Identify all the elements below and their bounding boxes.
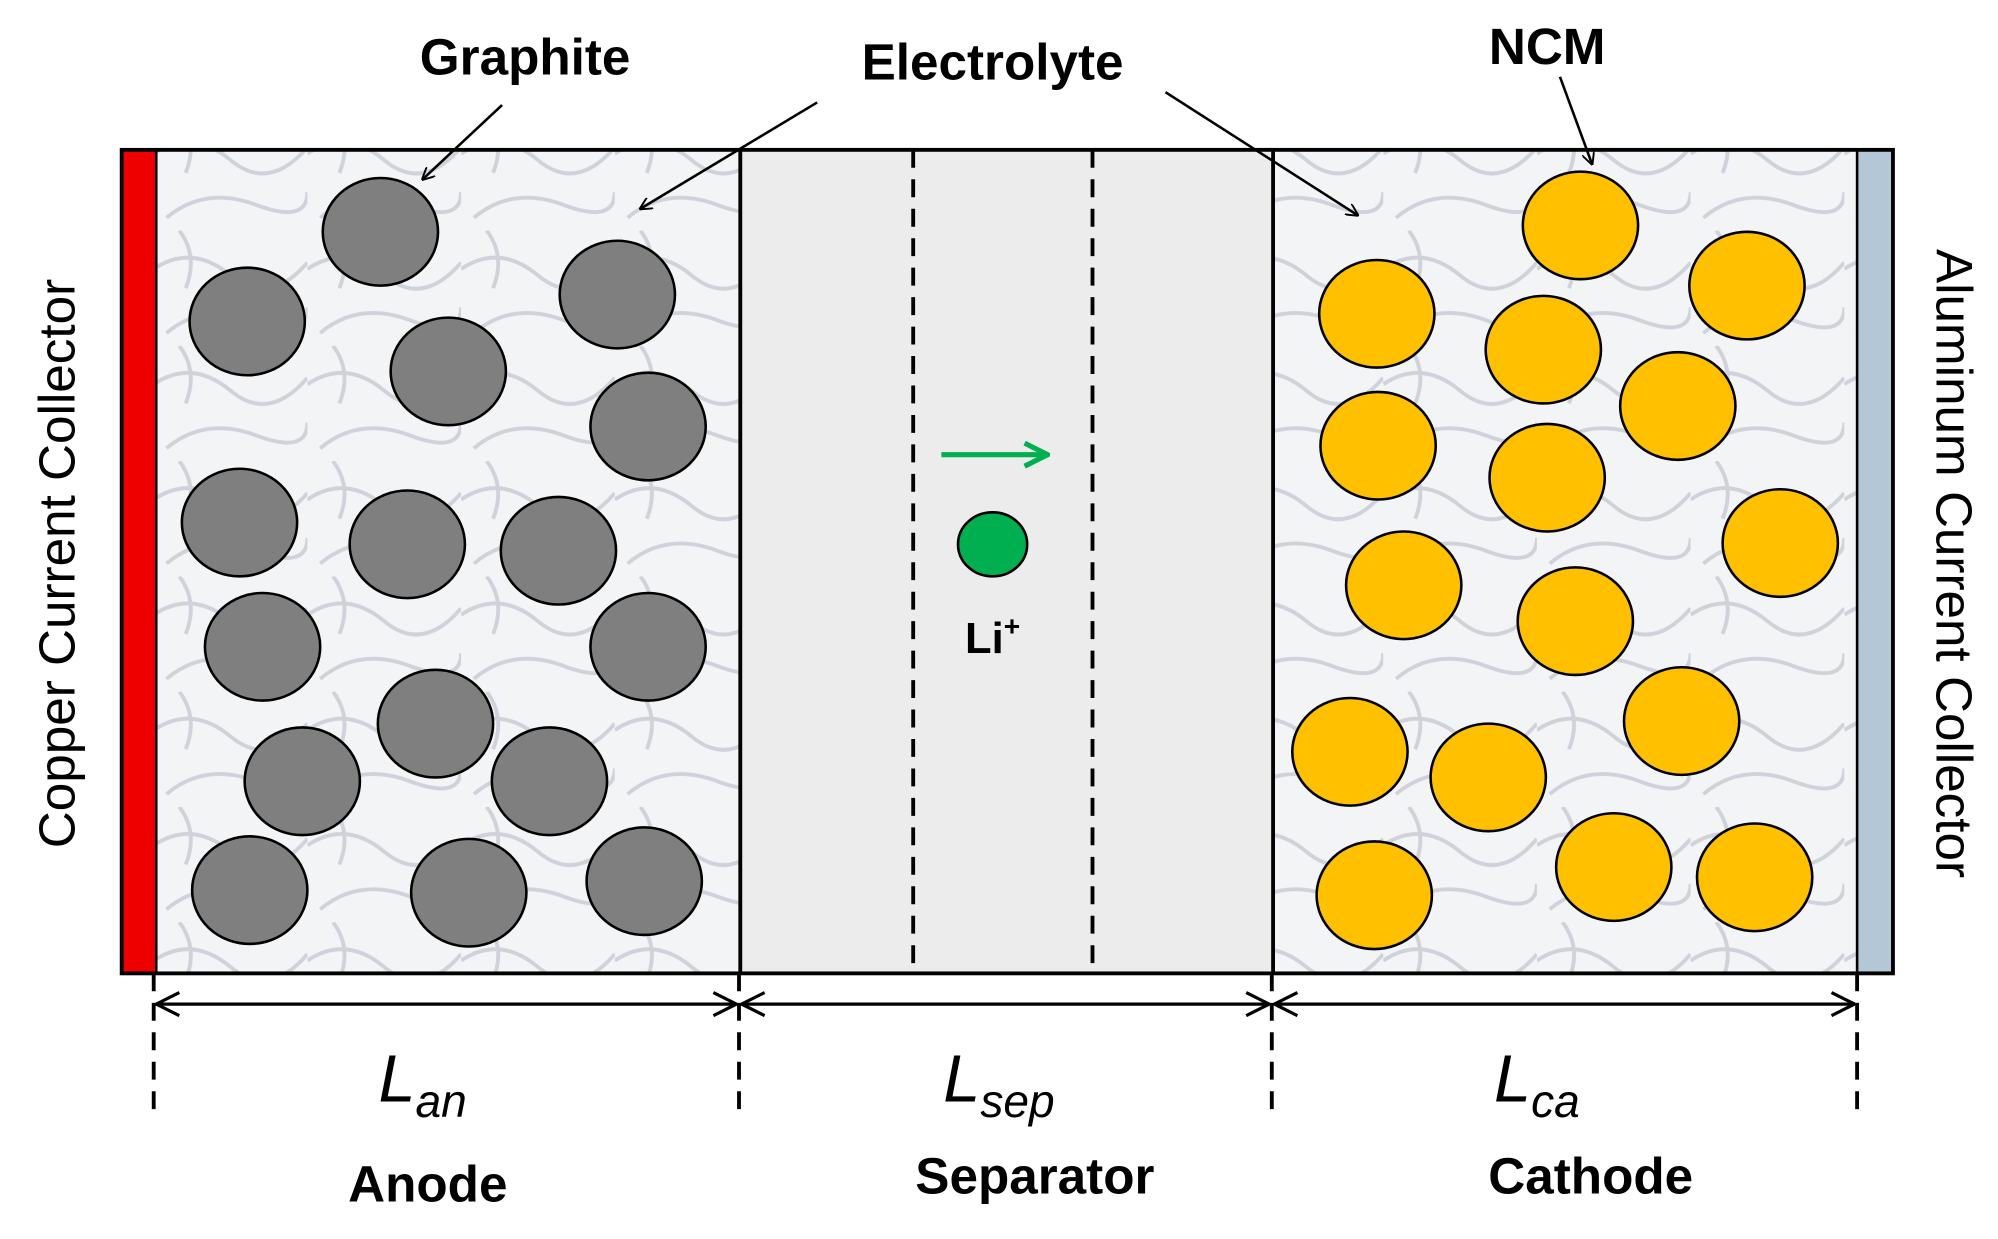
collector-label: Copper Current Collector <box>28 279 85 848</box>
dimension-lines <box>151 973 1860 1121</box>
length-label: Lca <box>1494 1042 1580 1126</box>
length-label: Lan <box>379 1042 467 1126</box>
text-part: an <box>416 1075 467 1127</box>
text-part: L <box>1494 1042 1531 1116</box>
li-ion <box>956 511 1029 578</box>
collector-label: Aluminum Current Collector <box>1926 249 1983 878</box>
ncm-particles <box>1291 170 1840 951</box>
text-part: ca <box>1531 1075 1580 1127</box>
text-part: + <box>1004 609 1020 641</box>
copper-collector <box>120 148 158 975</box>
callout-label: Electrolyte <box>862 33 1124 90</box>
ion-label: Li+ <box>965 609 1020 663</box>
text-part: L <box>943 1042 980 1116</box>
cell-border <box>119 147 1895 976</box>
callout-label: Graphite <box>420 28 631 85</box>
callout-arrows <box>423 76 1592 215</box>
text-part: Li <box>965 615 1004 663</box>
region-label: Anode <box>348 1155 507 1212</box>
region-label: Cathode <box>1488 1148 1693 1205</box>
graphite-particles <box>180 176 707 948</box>
text-part: L <box>379 1042 416 1116</box>
region-label: Separator <box>915 1148 1154 1205</box>
callout-label: NCM <box>1489 18 1606 75</box>
length-label: Lsep <box>943 1042 1054 1126</box>
text-part: sep <box>980 1075 1054 1127</box>
aluminum-collector <box>1855 148 1895 975</box>
